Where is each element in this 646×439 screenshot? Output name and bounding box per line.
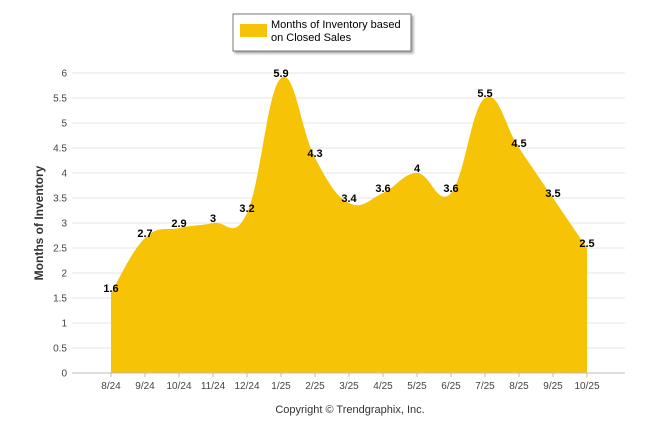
- y-axis-title: Months of Inventory: [32, 165, 46, 280]
- data-label: 3.6: [443, 183, 458, 195]
- area-series-fill[interactable]: [111, 76, 587, 374]
- y-tick-label: 0: [61, 369, 67, 380]
- legend-label-line-2: on Closed Sales: [271, 32, 352, 44]
- x-tick-label: 12/24: [234, 381, 259, 392]
- data-label: 4: [414, 163, 421, 175]
- data-label: 1.6: [103, 283, 118, 295]
- data-label: 5.9: [273, 68, 288, 80]
- y-tick-label: 5.5: [53, 94, 67, 105]
- y-tick-label: 4: [61, 169, 67, 180]
- series-area: [111, 76, 587, 374]
- y-tick-label: 6: [61, 69, 67, 80]
- data-label: 2.5: [579, 238, 594, 250]
- x-tick-label: 5/25: [407, 381, 427, 392]
- data-label: 3.5: [545, 188, 560, 200]
- y-tick-label: 5: [61, 119, 67, 130]
- x-tick-label: 10/25: [574, 381, 599, 392]
- x-tick-label: 2/25: [305, 381, 325, 392]
- x-tick-label: 9/24: [135, 381, 155, 392]
- y-tick-label: 0.5: [53, 344, 67, 355]
- x-tick-label: 4/25: [373, 381, 393, 392]
- x-tick-labels: 8/24 9/24 10/24 11/24 12/24 1/25 2/25 3/25 4/25 5…: [101, 373, 600, 392]
- legend[interactable]: Months of Inventory based on Closed Sale…: [232, 13, 412, 52]
- legend-swatch: [240, 24, 267, 37]
- data-label: 3: [210, 213, 216, 225]
- data-label: 4.3: [307, 148, 322, 160]
- data-label: 3.4: [341, 193, 357, 205]
- data-labels: 1.6 2.7 2.9 3 3.2 5.9 4.3 3.4 3.6 4 3.6 5.5 4.5 3.5 2.…: [103, 68, 594, 295]
- data-label: 3.2: [239, 203, 254, 215]
- y-tick-label: 2: [61, 269, 67, 280]
- copyright-text: Copyright © Trendgraphix, Inc.: [275, 404, 424, 416]
- x-tick-label: 7/25: [475, 381, 495, 392]
- y-tick-label: 4.5: [53, 144, 67, 155]
- x-tick-label: 8/25: [509, 381, 529, 392]
- x-tick-label: 11/24: [201, 381, 226, 392]
- x-tick-label: 8/24: [101, 381, 121, 392]
- y-tick-label: 3: [61, 219, 67, 230]
- data-label: 2.9: [171, 218, 186, 230]
- data-label: 4.5: [511, 138, 526, 150]
- x-tick-label: 3/25: [339, 381, 359, 392]
- x-tick-label: 9/25: [543, 381, 563, 392]
- y-tick-label: 2.5: [53, 244, 67, 255]
- x-tick-label: 10/24: [166, 381, 191, 392]
- data-label: 5.5: [477, 88, 492, 100]
- x-tick-label: 6/25: [441, 381, 461, 392]
- legend-label-line-1: Months of Inventory based: [271, 19, 401, 31]
- y-tick-label: 3.5: [53, 194, 67, 205]
- data-label: 3.6: [375, 183, 390, 195]
- data-label: 2.7: [137, 228, 152, 240]
- y-tick-label: 1.5: [53, 294, 67, 305]
- x-tick-label: 1/25: [271, 381, 291, 392]
- y-tick-labels: 0 0.5 1 1.5 2 2.5 3 3.5 4 4.5 5 5.5 6: [53, 69, 67, 380]
- y-tick-label: 1: [61, 319, 67, 330]
